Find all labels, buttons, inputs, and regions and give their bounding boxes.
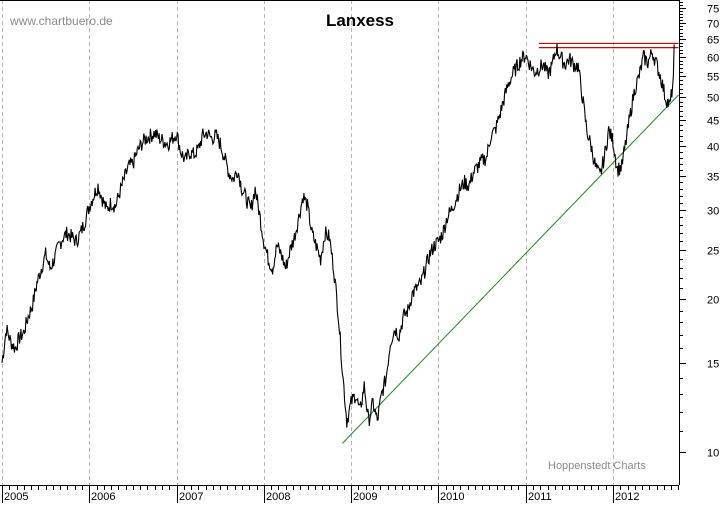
price-series: [1, 43, 675, 428]
y-tick-label: 15: [707, 359, 719, 371]
y-tick-label: 50: [707, 93, 719, 105]
x-tick-label-2006: 2006: [91, 491, 115, 503]
x-tick-label-2011: 2011: [528, 491, 552, 503]
y-tick-label: 70: [707, 19, 719, 31]
source-credit: Hoppenstedt Charts: [548, 460, 646, 472]
x-tick-label-2009: 2009: [353, 491, 377, 503]
x-axis: 2005 2006 2007 2008 2009 2010 2011 2012: [2, 485, 679, 503]
chart-annotations: [342, 42, 679, 444]
x-tick-label-2008: 2008: [266, 491, 290, 503]
y-tick-label: 20: [707, 295, 719, 307]
y-tick-label: 25: [707, 246, 719, 258]
y-axis: 10 15 20 25 30 35 40 45 50 55 60 65 70 75: [679, 2, 719, 460]
x-tick-label-2005: 2005: [4, 491, 28, 503]
y-tick-label: 40: [707, 142, 719, 154]
y-tick-label: 55: [707, 72, 719, 84]
y-tick-label: 60: [707, 53, 719, 65]
x-tick-label-2012: 2012: [615, 491, 639, 503]
y-tick-label: 30: [707, 206, 719, 218]
price-line: [1, 43, 675, 428]
chart-title: Lanxess: [325, 11, 395, 30]
x-tick-label-2007: 2007: [179, 491, 203, 503]
x-tick-label-2010: 2010: [440, 491, 464, 503]
y-tick-label: 35: [707, 172, 719, 184]
axes: [0, 0, 680, 486]
support-trendline: [342, 94, 679, 444]
y-tick-label: 10: [707, 448, 719, 460]
vertical-gridlines: [2, 0, 614, 485]
watermark: www.chartbuero.de: [10, 14, 113, 28]
y-tick-label: 75: [707, 4, 719, 16]
y-tick-label: 45: [707, 116, 719, 128]
y-tick-label: 65: [707, 35, 719, 47]
